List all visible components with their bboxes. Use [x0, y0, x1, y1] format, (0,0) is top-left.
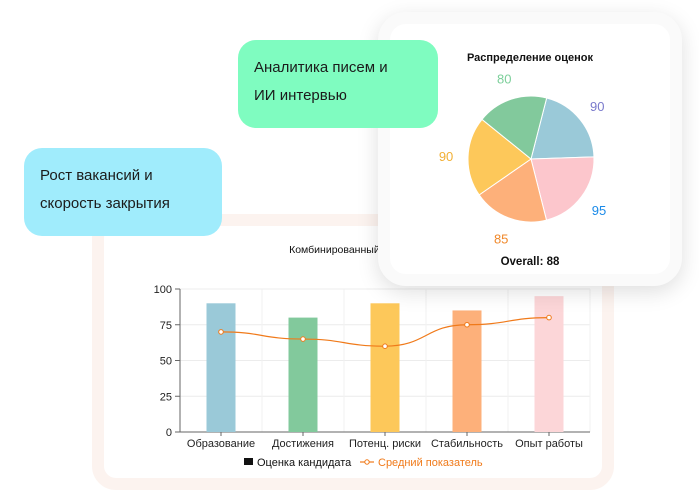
pie-slice-label: 80: [497, 71, 511, 86]
pie-slice: [530, 97, 595, 160]
pie-chart-title: Распределение оценок: [466, 52, 594, 64]
y-tick-label: 0: [166, 427, 172, 439]
bar: [206, 303, 236, 432]
pie-slice-label: 90: [590, 99, 604, 114]
growth-bubble-line-2: скорость закрытия: [40, 195, 170, 212]
line-point: [464, 321, 470, 328]
bar: [288, 317, 318, 432]
analytics-bubble: Аналитика писем и ИИ интервью: [238, 40, 438, 128]
x-tick-label: Образование: [187, 438, 255, 450]
pie-slice-label: 85: [494, 232, 508, 247]
bar: [370, 303, 400, 432]
pie-chart: 90 95 85 90 80: [439, 71, 606, 247]
line-point: [546, 314, 552, 321]
line-point: [218, 329, 224, 335]
pie-slice-label: 90: [439, 149, 453, 164]
bar: [452, 310, 482, 432]
y-tick-label: 25: [160, 391, 172, 403]
legend-swatch-point: [364, 459, 370, 465]
x-tick-label: Потенц. риски: [349, 438, 421, 450]
pie-slice: [467, 118, 532, 196]
legend-label-line: Средний показатель: [378, 457, 483, 469]
line-point: [382, 343, 388, 349]
score-distribution-card: Распределение оценок 90 95 85 90 80 Overall:…: [378, 12, 682, 286]
y-tick-label: 75: [160, 320, 172, 332]
y-tick-label: 100: [154, 284, 172, 296]
pie-slice: [481, 95, 548, 160]
analytics-bubble-line-1: Аналитика писем и: [254, 59, 388, 76]
x-tick-label: Стабильность: [431, 438, 503, 450]
overall-score: Overall: 88: [500, 256, 560, 268]
growth-bubble: Рост вакансий и скорость закрытия: [24, 148, 222, 236]
y-tick-label: 50: [160, 356, 172, 368]
pie-slice: [478, 158, 548, 223]
x-tick-label: Достижения: [272, 438, 334, 450]
legend-swatch-bar: [244, 458, 253, 465]
analytics-bubble-line-2: ИИ интервью: [254, 87, 347, 104]
line-point: [300, 336, 306, 342]
combined-chart: 0 25 50 75 100 Образование Достижения Потенц. р…: [154, 284, 591, 469]
pie-slice: [530, 156, 595, 221]
x-tick-label: Опыт работы: [515, 438, 583, 450]
legend-label-bar: Оценка кандидата: [257, 457, 352, 469]
pie-slice-label: 95: [592, 203, 606, 218]
growth-bubble-line-1: Рост вакансий и: [40, 167, 153, 184]
